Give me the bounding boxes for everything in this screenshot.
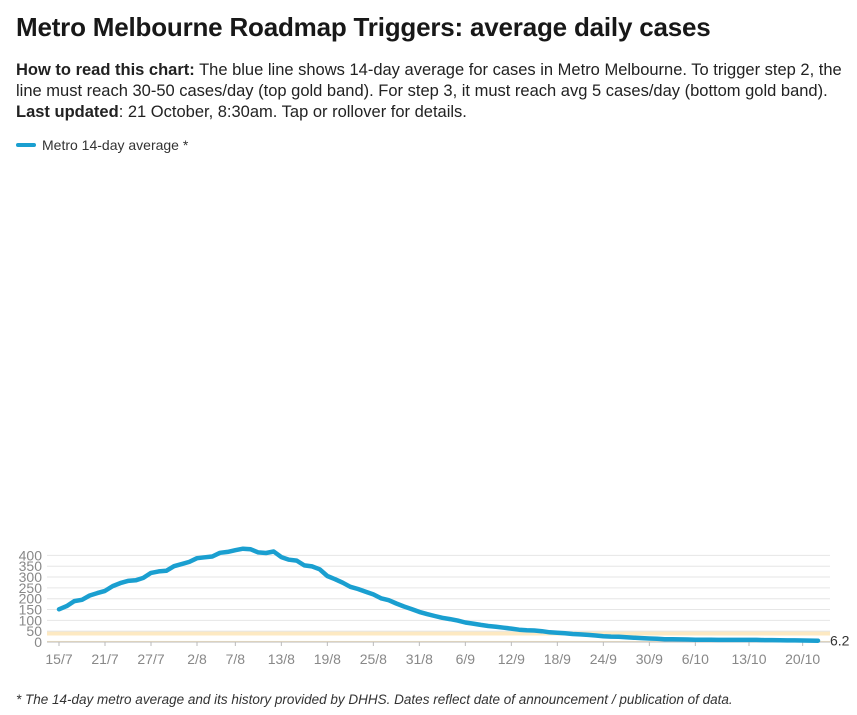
series-line-metro-14-day-average[interactable] <box>56 546 821 643</box>
last-updated-text: : 21 October, 8:30am. Tap or rollover fo… <box>118 103 467 121</box>
x-tick-label: 13/8 <box>268 651 295 667</box>
legend-label: Metro 14-day average * <box>42 137 189 153</box>
x-tick-label: 30/9 <box>636 651 663 667</box>
x-tick-label: 6/9 <box>456 651 476 667</box>
y-tick-label: 0 <box>34 634 42 650</box>
x-tick-label: 15/7 <box>45 651 72 667</box>
last-updated-label: Last updated <box>16 103 119 121</box>
x-tick-label: 31/8 <box>406 651 433 667</box>
x-tick-label: 19/8 <box>314 651 341 667</box>
y-tick-label: 50 <box>26 623 42 639</box>
chart-description: How to read this chart: The blue line sh… <box>16 60 851 123</box>
legend-line-swatch <box>16 143 36 147</box>
x-tick-label: 13/10 <box>731 651 766 667</box>
threshold-band-step3 <box>47 640 830 642</box>
x-tick-label: 27/7 <box>137 651 164 667</box>
chart-title: Metro Melbourne Roadmap Triggers: averag… <box>16 12 711 42</box>
legend[interactable]: Metro 14-day average * <box>16 137 188 153</box>
end-value-label: 6.2 <box>830 633 850 649</box>
x-tick-label: 12/9 <box>498 651 525 667</box>
y-tick-label: 150 <box>19 602 43 618</box>
x-tick-label: 21/7 <box>91 651 118 667</box>
x-tick-label: 24/9 <box>590 651 617 667</box>
threshold-band-step2 <box>47 631 830 636</box>
x-tick-label: 18/9 <box>544 651 571 667</box>
footnote: * The 14-day metro average and its histo… <box>16 692 733 707</box>
y-tick-label: 300 <box>19 569 43 585</box>
x-tick-label: 20/10 <box>785 651 820 667</box>
x-tick-label: 25/8 <box>360 651 387 667</box>
how-to-read-text: The blue line shows 14-day average for c… <box>16 61 842 100</box>
x-tick-label: 7/8 <box>226 651 246 667</box>
x-tick-label: 6/10 <box>682 651 709 667</box>
y-tick-label: 250 <box>19 580 43 596</box>
how-to-read-label: How to read this chart: <box>16 61 195 79</box>
y-tick-label: 200 <box>19 591 43 607</box>
y-tick-label: 400 <box>19 547 43 563</box>
x-tick-label: 2/8 <box>187 651 207 667</box>
y-tick-label: 350 <box>19 558 43 574</box>
y-tick-label: 100 <box>19 612 43 628</box>
